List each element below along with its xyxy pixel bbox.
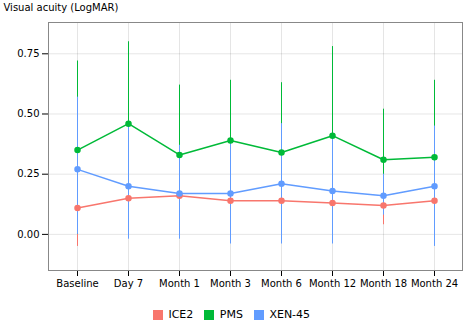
svg-text:Month 6: Month 6: [261, 278, 302, 289]
svg-text:Month 24: Month 24: [411, 278, 458, 289]
svg-text:Month 18: Month 18: [360, 278, 407, 289]
svg-text:Month 12: Month 12: [309, 278, 356, 289]
svg-text:Baseline: Baseline: [56, 278, 98, 289]
html-text:XEN-45: XEN-45: [269, 308, 311, 321]
svg-text:0.50: 0.50: [17, 108, 39, 119]
svg-text:Month 3: Month 3: [210, 278, 251, 289]
html-text:ICE2: ICE2: [168, 308, 194, 321]
svg-text:Day 7: Day 7: [114, 278, 143, 289]
svg-text:0.25: 0.25: [17, 168, 39, 179]
svg-text:Visual acuity (LogMAR): Visual acuity (LogMAR): [4, 2, 119, 13]
svg-text:0.75: 0.75: [17, 48, 39, 59]
html-text:PMS: PMS: [219, 308, 243, 321]
svg-text:Month 1: Month 1: [159, 278, 200, 289]
svg-text:0.00: 0.00: [17, 229, 39, 240]
